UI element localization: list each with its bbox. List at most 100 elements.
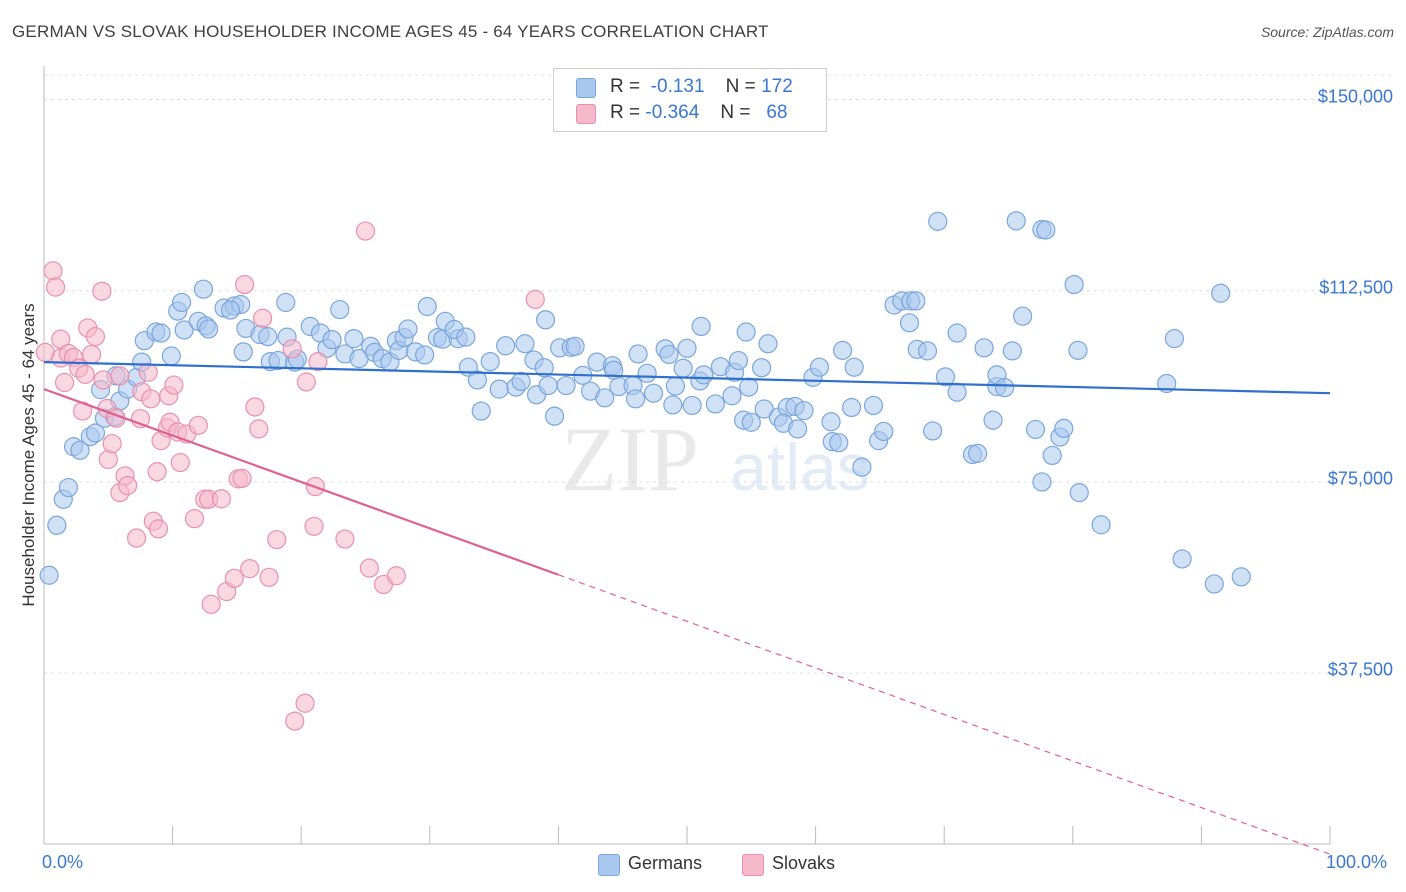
y-tick-label: $112,500 <box>1319 277 1393 298</box>
trend-lines <box>43 361 1331 855</box>
point-germans <box>233 342 253 362</box>
trend-line-extension-slovaks <box>558 574 1331 855</box>
legend-swatch-slovaks <box>576 104 596 124</box>
point-germans <box>85 423 106 443</box>
legend-r-label: R = <box>610 102 641 123</box>
point-slovaks <box>304 516 324 536</box>
legend-label-slovaks: Slovaks <box>772 853 836 873</box>
point-germans <box>1002 341 1022 361</box>
point-germans <box>534 358 554 378</box>
point-germans <box>535 310 556 330</box>
legend-r-label: R = <box>610 76 641 97</box>
y-tick-label: $37,500 <box>1327 659 1393 680</box>
point-slovaks <box>45 277 66 297</box>
point-germans <box>995 377 1015 398</box>
point-germans <box>58 477 79 498</box>
point-slovaks <box>75 364 95 384</box>
point-germans <box>322 330 342 350</box>
point-germans <box>677 338 697 358</box>
legend-label-germans: Germans <box>628 853 703 873</box>
point-germans <box>47 515 67 535</box>
point-slovaks <box>240 559 260 579</box>
point-germans <box>595 388 615 408</box>
legend-n-label: N = <box>720 102 751 123</box>
point-germans <box>741 412 761 432</box>
point-germans <box>842 397 862 418</box>
point-germans <box>968 443 988 463</box>
point-slovaks <box>308 351 328 372</box>
point-germans <box>1013 306 1033 326</box>
point-slovaks <box>85 327 106 347</box>
point-germans <box>844 357 864 377</box>
correlation-legend: R = -0.131 N = 172 R = -0.364 N = 68 <box>553 68 827 132</box>
point-germans <box>628 344 648 364</box>
point-germans <box>1032 472 1052 492</box>
point-slovaks <box>295 693 315 713</box>
y-axis-label: Householder Income Ages 45 - 64 years <box>19 303 38 607</box>
point-germans <box>928 211 948 231</box>
point-slovaks <box>211 489 232 509</box>
point-germans <box>751 358 772 378</box>
source-note: Source: ZipAtlas.com <box>1260 24 1394 40</box>
point-slovaks <box>170 452 190 473</box>
point-slovaks <box>386 566 406 586</box>
legend-swatch-germans <box>598 854 620 876</box>
point-germans <box>1025 419 1046 440</box>
point-germans <box>1068 340 1088 360</box>
point-germans <box>489 379 509 399</box>
point-germans <box>625 389 646 409</box>
point-slovaks <box>93 370 113 390</box>
point-germans <box>70 440 90 460</box>
point-slovaks <box>188 415 208 435</box>
point-slovaks <box>110 366 130 386</box>
y-tick-label: $150,000 <box>1317 86 1393 107</box>
point-germans <box>659 344 679 365</box>
point-germans <box>538 375 558 396</box>
point-slovaks <box>285 711 305 731</box>
point-germans <box>935 367 956 387</box>
point-germans <box>691 316 711 337</box>
point-germans <box>809 357 830 377</box>
point-slovaks <box>267 529 287 550</box>
point-slovaks <box>102 434 122 454</box>
point-slovaks <box>147 462 167 482</box>
point-germans <box>917 341 938 361</box>
point-germans <box>417 296 437 317</box>
point-germans <box>511 371 531 392</box>
point-germans <box>694 365 714 385</box>
point-germans <box>415 345 435 365</box>
point-germans <box>515 334 535 354</box>
point-germans <box>852 457 872 477</box>
point-germans <box>199 319 219 339</box>
point-slovaks <box>126 528 147 548</box>
point-germans <box>974 338 994 358</box>
point-germans <box>174 320 194 340</box>
point-germans <box>172 292 192 313</box>
point-slovaks <box>224 568 244 588</box>
point-germans <box>1064 274 1084 295</box>
point-slovaks <box>81 344 102 365</box>
point-germans <box>1006 211 1026 231</box>
trend-line-germans <box>43 361 1331 395</box>
point-germans <box>829 433 849 453</box>
point-germans <box>665 376 686 396</box>
point-germans <box>151 323 171 343</box>
point-germans <box>643 383 664 403</box>
point-germans <box>758 334 778 354</box>
point-slovaks <box>148 519 169 539</box>
point-germans <box>1042 445 1062 466</box>
legend-swatch-germans <box>576 78 596 98</box>
point-slovaks <box>201 594 221 614</box>
point-germans <box>754 399 774 419</box>
point-slovaks <box>296 372 316 392</box>
point-germans <box>344 329 364 349</box>
legend-n-label: N = <box>725 76 756 97</box>
point-germans <box>1054 418 1074 438</box>
point-germans <box>1172 549 1192 569</box>
point-germans <box>736 322 756 342</box>
point-germans <box>398 319 418 339</box>
point-germans <box>471 401 491 421</box>
point-slovaks <box>249 419 269 439</box>
point-germans <box>456 327 476 347</box>
